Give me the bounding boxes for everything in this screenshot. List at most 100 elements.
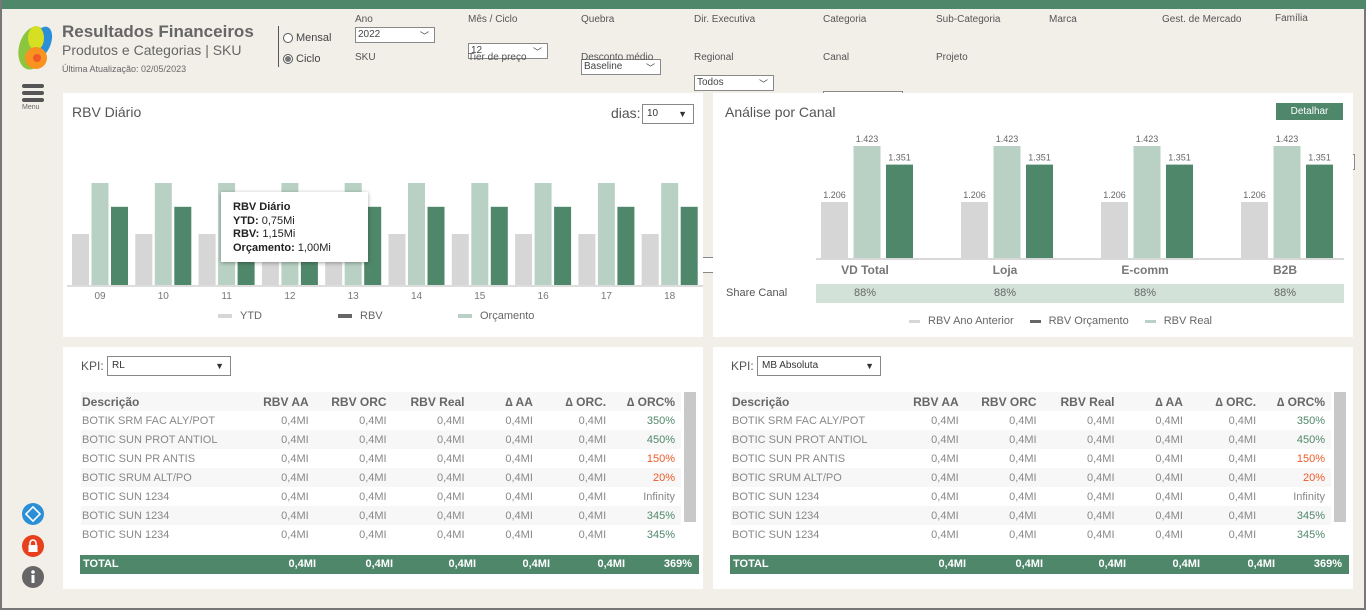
column-header[interactable]: ∆ ORC. bbox=[538, 392, 613, 411]
table-row[interactable]: BOTIK SRM FAC ALY/POT 0,4MI 0,4MI 0,4MI 0,4M… bbox=[731, 411, 1331, 430]
total-cell: 0,4MI bbox=[448, 558, 476, 570]
column-header[interactable]: ∆ ORC% bbox=[1262, 392, 1331, 411]
bar-ytd[interactable] bbox=[515, 234, 533, 285]
scrollbar-thumb[interactable] bbox=[684, 392, 696, 522]
column-header[interactable]: ∆ AA bbox=[470, 392, 539, 411]
chevron-down-icon: ﹀ bbox=[532, 47, 542, 57]
table-row[interactable]: BOTIC SUN PR ANTIS 0,4MI 0,4MI 0,4MI 0,4MI 0,… bbox=[731, 449, 1331, 468]
radio-ciclo[interactable]: Ciclo bbox=[283, 53, 320, 65]
bar-ytd[interactable] bbox=[198, 234, 216, 285]
table-cell: BOTIC SUN 1234 bbox=[82, 490, 170, 503]
radio-mensal[interactable]: Mensal bbox=[283, 32, 331, 44]
total-cell: 0,4MI bbox=[365, 558, 393, 570]
column-header[interactable]: RBV Real bbox=[1042, 392, 1121, 411]
bar-ytd[interactable] bbox=[388, 234, 406, 285]
bar-rbv-real[interactable] bbox=[993, 146, 1021, 258]
table-row[interactable]: BOTIC SUN 1234 0,4MI 0,4MI 0,4MI 0,4MI 0,4MI 3… bbox=[731, 525, 1331, 544]
bar-ytd[interactable] bbox=[451, 234, 469, 285]
detalhar-button[interactable]: Detalhar bbox=[1276, 103, 1343, 120]
filter-select[interactable]: Baseline ﹀ bbox=[581, 59, 661, 75]
bar-orçamento[interactable] bbox=[661, 183, 679, 285]
bar-rbv-ano-anterior[interactable] bbox=[1101, 202, 1128, 258]
total-cell: TOTAL bbox=[733, 558, 769, 570]
column-header[interactable]: Descrição bbox=[81, 392, 247, 411]
column-header[interactable]: Descrição bbox=[731, 392, 897, 411]
bar-rbv[interactable] bbox=[174, 206, 192, 285]
bar-rbv[interactable] bbox=[680, 206, 698, 285]
column-header[interactable]: ∆ ORC% bbox=[612, 392, 681, 411]
bar-rbv-orçamento[interactable] bbox=[886, 164, 913, 258]
bar-rbv-ano-anterior[interactable] bbox=[961, 202, 988, 258]
column-header[interactable]: RBV AA bbox=[246, 392, 315, 411]
legend-swatch bbox=[218, 314, 232, 318]
table-cell: 0,4MI bbox=[896, 506, 965, 525]
scrollbar[interactable] bbox=[684, 392, 696, 522]
table-row[interactable]: BOTIC SUN 1234 0,4MI 0,4MI 0,4MI 0,4MI 0,4MI I… bbox=[81, 487, 681, 506]
scrollbar[interactable] bbox=[1334, 392, 1346, 522]
table-row[interactable]: BOTIC SUN PROT ANTIOL 0,4MI 0,4MI 0,4MI 0,4M… bbox=[81, 430, 681, 449]
table-row[interactable]: BOTIC SRUM ALT/PO 0,4MI 0,4MI 0,4MI 0,4MI 0,4… bbox=[81, 468, 681, 487]
scrollbar-thumb[interactable] bbox=[1334, 392, 1346, 522]
filter-select[interactable]: 12 ﹀ bbox=[468, 43, 548, 59]
filter-label: Ano bbox=[355, 14, 373, 25]
bar-orçamento[interactable] bbox=[154, 183, 172, 285]
table-cell: BOTIC SUN 1234 bbox=[732, 490, 820, 503]
table-row[interactable]: BOTIC SUN PROT ANTIOL 0,4MI 0,4MI 0,4MI 0,4M… bbox=[731, 430, 1331, 449]
bar-ytd[interactable] bbox=[578, 234, 596, 285]
bar-rbv-real[interactable] bbox=[1133, 146, 1161, 258]
table-row[interactable]: BOTIK SRM FAC ALY/POT 0,4MI 0,4MI 0,4MI 0,4M… bbox=[81, 411, 681, 430]
bar-orçamento[interactable] bbox=[91, 183, 109, 285]
bar-rbv-orçamento[interactable] bbox=[1306, 164, 1333, 258]
table-row[interactable]: BOTIC SUN 1234 0,4MI 0,4MI 0,4MI 0,4MI 0,4MI I… bbox=[731, 487, 1331, 506]
share-icon[interactable] bbox=[22, 503, 44, 525]
table-cell: 0,4MI bbox=[931, 528, 959, 541]
bar-rbv-ano-anterior[interactable] bbox=[1241, 202, 1268, 258]
bar-orçamento[interactable] bbox=[471, 183, 489, 285]
filter-select[interactable]: 2022 ﹀ bbox=[355, 27, 435, 43]
bar-rbv-orçamento[interactable] bbox=[1166, 164, 1193, 258]
column-header[interactable]: RBV ORC bbox=[964, 392, 1043, 411]
table-row[interactable]: BOTIC SUN 1234 0,4MI 0,4MI 0,4MI 0,4MI 0,4MI 3… bbox=[731, 506, 1331, 525]
bar-orçamento[interactable] bbox=[597, 183, 615, 285]
info-icon[interactable] bbox=[22, 566, 44, 588]
filter-label: SKU bbox=[355, 52, 376, 63]
table-row[interactable]: BOTIC SUN 1234 0,4MI 0,4MI 0,4MI 0,4MI 0,4MI 3… bbox=[81, 506, 681, 525]
analise-canal-panel: Análise por Canal Detalhar 1.206 1.423 1.3… bbox=[713, 93, 1353, 337]
bar-rbv[interactable] bbox=[427, 206, 445, 285]
filter-select[interactable]: Todos ﹀ bbox=[694, 75, 774, 91]
legend-label: RBV Ano Anterior bbox=[928, 315, 1014, 327]
kpi-select[interactable]: MB Absoluta ▼ bbox=[757, 356, 881, 376]
menu-button[interactable]: Menu bbox=[22, 84, 44, 111]
bar-rbv-real[interactable] bbox=[853, 146, 881, 258]
bar-rbv-orçamento[interactable] bbox=[1026, 164, 1053, 258]
column-header[interactable]: ∆ AA bbox=[1120, 392, 1189, 411]
table-cell: 0,4MI bbox=[505, 452, 533, 465]
bar-orçamento[interactable] bbox=[408, 183, 425, 285]
bar-rbv[interactable] bbox=[111, 206, 128, 285]
bar-rbv[interactable] bbox=[554, 206, 572, 285]
table-row[interactable]: BOTIC SUN PR ANTIS 0,4MI 0,4MI 0,4MI 0,4MI 0,… bbox=[81, 449, 681, 468]
filter-label: Família bbox=[1275, 13, 1308, 24]
kpi-select[interactable]: RL ▼ bbox=[107, 356, 231, 376]
column-header[interactable]: RBV AA bbox=[896, 392, 965, 411]
bar-rbv-real[interactable] bbox=[1273, 146, 1301, 258]
table-row[interactable]: BOTIC SRUM ALT/PO 0,4MI 0,4MI 0,4MI 0,4MI 0,4… bbox=[731, 468, 1331, 487]
kpi-table: Descrição RBV AA RBV ORC RBV Real ∆ AA ∆ ORC.… bbox=[731, 392, 1331, 544]
dias-select[interactable]: 10 ▼ bbox=[642, 104, 694, 124]
bar-rbv[interactable] bbox=[617, 206, 635, 285]
column-header[interactable]: ∆ ORC. bbox=[1188, 392, 1263, 411]
lock-icon[interactable] bbox=[22, 535, 44, 557]
bar-rbv[interactable] bbox=[364, 206, 382, 285]
bar-ytd[interactable] bbox=[135, 234, 153, 285]
bar-rbv[interactable] bbox=[490, 206, 508, 285]
table-row[interactable]: BOTIC SUN 1234 0,4MI 0,4MI 0,4MI 0,4MI 0,4MI 3… bbox=[81, 525, 681, 544]
table-cell: 0,4MI bbox=[1009, 414, 1037, 427]
bar-orçamento[interactable] bbox=[534, 183, 552, 285]
bar-rbv-ano-anterior[interactable] bbox=[821, 202, 848, 258]
bar-ytd[interactable] bbox=[72, 234, 89, 285]
column-header[interactable]: RBV ORC bbox=[314, 392, 393, 411]
table-cell: 0,4MI bbox=[1087, 490, 1115, 503]
column-header[interactable]: RBV Real bbox=[392, 392, 471, 411]
bar-ytd[interactable] bbox=[641, 234, 659, 285]
x-tick-label: 12 bbox=[284, 291, 296, 302]
